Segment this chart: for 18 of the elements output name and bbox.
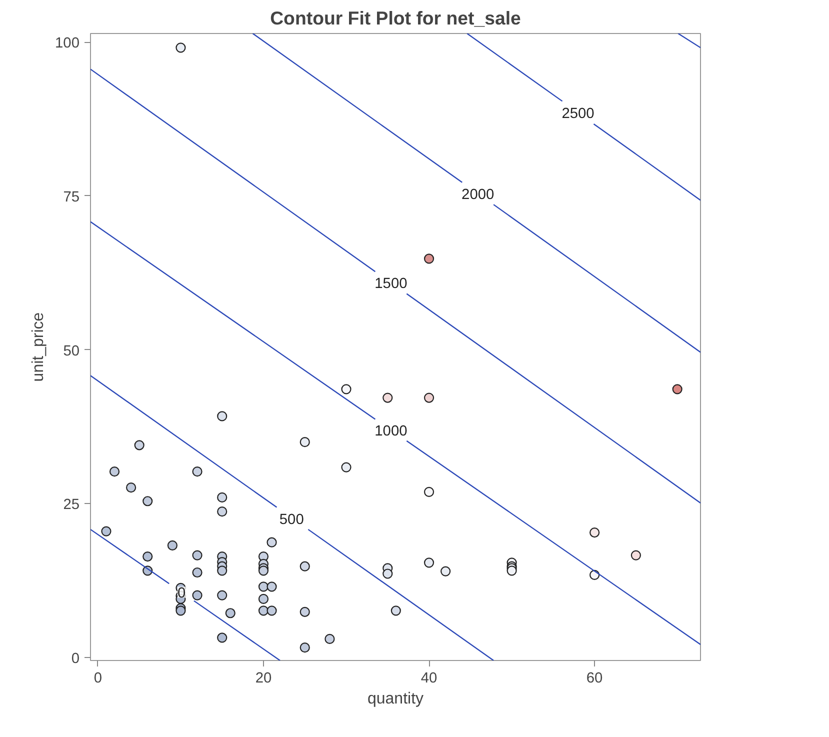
x-axis-title: quantity (367, 690, 424, 708)
series-label: 1500 (374, 276, 408, 292)
series-label: 500 (279, 512, 304, 528)
y-tick-label: 75 (63, 189, 80, 206)
x-tick-label: 60 (586, 670, 603, 686)
y-tick-label: 50 (63, 343, 80, 360)
y-tick-label: 25 (63, 497, 80, 514)
x-tick-label: 0 (94, 670, 102, 686)
series-label: 2000 (462, 186, 494, 203)
series-label: 0 (177, 586, 186, 602)
chart-title: Contour Fit Plot for net_sale (270, 8, 521, 28)
x-tick-label: 20 (255, 670, 272, 686)
series-label: 1000 (374, 424, 408, 440)
y-tick-label: 100 (55, 36, 80, 52)
x-tick-label: 40 (420, 670, 438, 686)
y-tick-label: 0 (71, 650, 80, 667)
series-label: 2500 (562, 106, 594, 122)
y-axis-title: unit_price (30, 312, 48, 382)
